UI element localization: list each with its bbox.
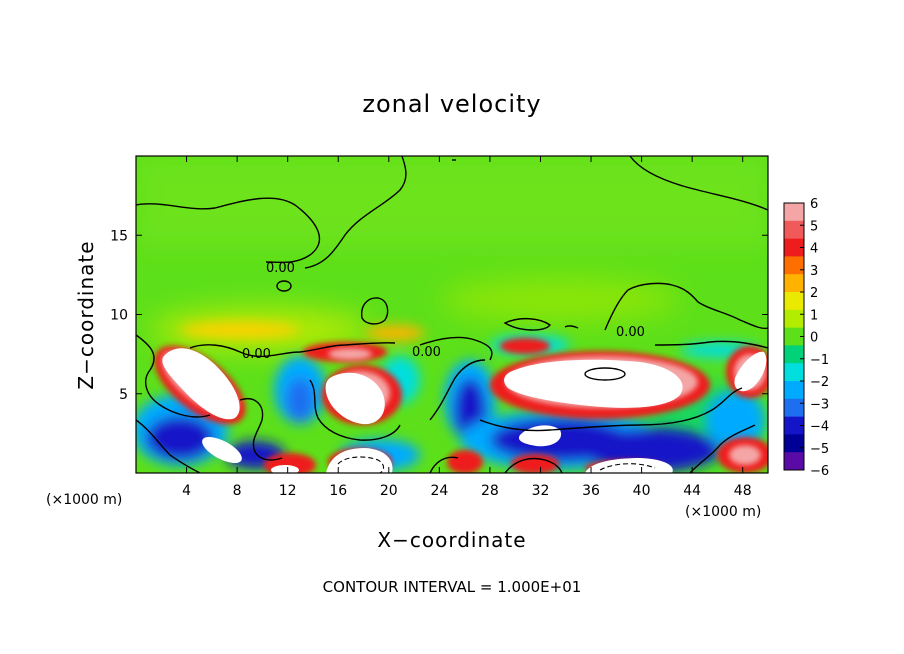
plot-area: 0.00 0.00 0.00 0.00 bbox=[136, 156, 768, 473]
x-tick-label: 24 bbox=[430, 483, 448, 499]
contour-interval-note: CONTOUR INTERVAL = 1.000E+01 bbox=[323, 578, 582, 596]
field-white-cores bbox=[162, 348, 767, 473]
colorbar-swatch bbox=[784, 309, 804, 328]
colorbar-tick-label: −5 bbox=[810, 442, 829, 457]
contour-label-group: 0.00 0.00 0.00 0.00 bbox=[242, 261, 645, 362]
contour-line bbox=[564, 325, 579, 329]
x-tick-label: 16 bbox=[329, 483, 347, 499]
colorbar-swatch bbox=[784, 416, 804, 435]
colorbar-tick-label: −4 bbox=[810, 420, 829, 435]
colorbar-tick-label: 0 bbox=[810, 331, 818, 346]
colorbar-swatch bbox=[784, 381, 804, 400]
contour-line bbox=[419, 336, 493, 361]
contour-line bbox=[361, 297, 389, 325]
colorbar-swatch bbox=[784, 345, 804, 364]
contour-label: 0.00 bbox=[616, 325, 645, 340]
surface-core-11km bbox=[271, 465, 299, 473]
contour-line bbox=[136, 197, 321, 264]
surface-core-20km bbox=[326, 448, 393, 473]
surface-core-36km bbox=[585, 458, 673, 473]
contour-line bbox=[239, 398, 283, 461]
x-tick-label: 20 bbox=[380, 483, 398, 499]
surface-core-8km bbox=[202, 436, 242, 464]
x-tick-label: 48 bbox=[734, 483, 752, 499]
y-tick-label: 5 bbox=[119, 387, 128, 403]
contour-label: 0.00 bbox=[266, 261, 295, 276]
colorbar-swatch bbox=[784, 256, 804, 275]
colorbar-tick-label: 5 bbox=[810, 219, 818, 234]
contour-label: 0.00 bbox=[242, 347, 271, 362]
x-axis: 4 8 12 16 20 24 28 32 36 40 44 48 bbox=[182, 156, 752, 499]
contour-line bbox=[629, 156, 768, 211]
x-tick-label: 32 bbox=[532, 483, 550, 499]
y-axis: 5 10 15 bbox=[110, 228, 768, 403]
colorbar-tick-label: −1 bbox=[810, 353, 829, 368]
contour-line bbox=[304, 156, 407, 269]
x-tick-label: 36 bbox=[582, 483, 600, 499]
colorbar: 6 5 4 3 2 1 0 −1 −2 −3 −4 −5 −6 bbox=[783, 197, 829, 479]
colorbar-swatch bbox=[784, 327, 804, 346]
colorbar-tick-label: 2 bbox=[810, 286, 818, 301]
colorbar-swatch bbox=[784, 274, 804, 293]
contour-line bbox=[689, 424, 756, 473]
contour-line bbox=[584, 367, 626, 381]
contour-line-negative bbox=[599, 463, 656, 471]
colorbar-swatch bbox=[784, 363, 804, 382]
colorbar-tick-label: −6 bbox=[810, 464, 829, 479]
x-unit-left: (×1000 m) bbox=[46, 492, 122, 508]
x-tick-label: 8 bbox=[233, 483, 242, 499]
colorbar-swatch bbox=[784, 292, 804, 311]
colorbar-swatch bbox=[784, 452, 804, 471]
contour-line-negative bbox=[337, 456, 385, 473]
colorbar-tick-label: 6 bbox=[810, 197, 818, 212]
contour-line bbox=[504, 457, 563, 473]
contour-line bbox=[604, 282, 768, 331]
colorbar-swatch bbox=[784, 203, 804, 222]
jet-core-east bbox=[504, 359, 683, 408]
contour-lines bbox=[136, 156, 768, 473]
x-tick-label: 40 bbox=[633, 483, 651, 499]
colorbar-tick-label: 4 bbox=[810, 242, 818, 257]
x-tick-label: 28 bbox=[481, 483, 499, 499]
y-axis-label: Z−coordinate bbox=[74, 240, 98, 389]
contour-line bbox=[429, 456, 459, 473]
jet-core-west bbox=[162, 348, 240, 420]
contour-line bbox=[479, 387, 743, 432]
colorbar-tick-label: −2 bbox=[810, 375, 829, 390]
x-tick-label: 12 bbox=[279, 483, 297, 499]
contour-line bbox=[503, 318, 551, 331]
x-tick-label: 44 bbox=[683, 483, 701, 499]
x-axis-label: X−coordinate bbox=[377, 528, 526, 552]
x-unit-right: (×1000 m) bbox=[685, 504, 761, 520]
contour-line bbox=[136, 334, 211, 418]
y-tick-label: 10 bbox=[110, 308, 128, 324]
colorbar-tick-label: 1 bbox=[810, 308, 818, 323]
colorbar-tick-label: −3 bbox=[810, 397, 829, 412]
contour-line bbox=[429, 359, 486, 421]
x-tick-label: 4 bbox=[182, 483, 191, 499]
contour-line bbox=[189, 342, 396, 358]
colorbar-swatch bbox=[784, 238, 804, 257]
contour-line bbox=[654, 340, 768, 349]
contour-line bbox=[309, 379, 401, 441]
contour-label: 0.00 bbox=[412, 345, 441, 360]
colorbar-swatch bbox=[784, 220, 804, 239]
contour-line bbox=[276, 280, 292, 292]
contour-line bbox=[136, 419, 201, 473]
chart-title: zonal velocity bbox=[362, 90, 541, 118]
colorbar-tick-label: 3 bbox=[810, 264, 818, 279]
jet-core-16km bbox=[325, 372, 385, 425]
colorbar-swatch bbox=[784, 398, 804, 417]
jet-core-48km bbox=[734, 351, 767, 392]
y-tick-label: 15 bbox=[110, 228, 128, 244]
colorbar-swatch bbox=[784, 434, 804, 453]
